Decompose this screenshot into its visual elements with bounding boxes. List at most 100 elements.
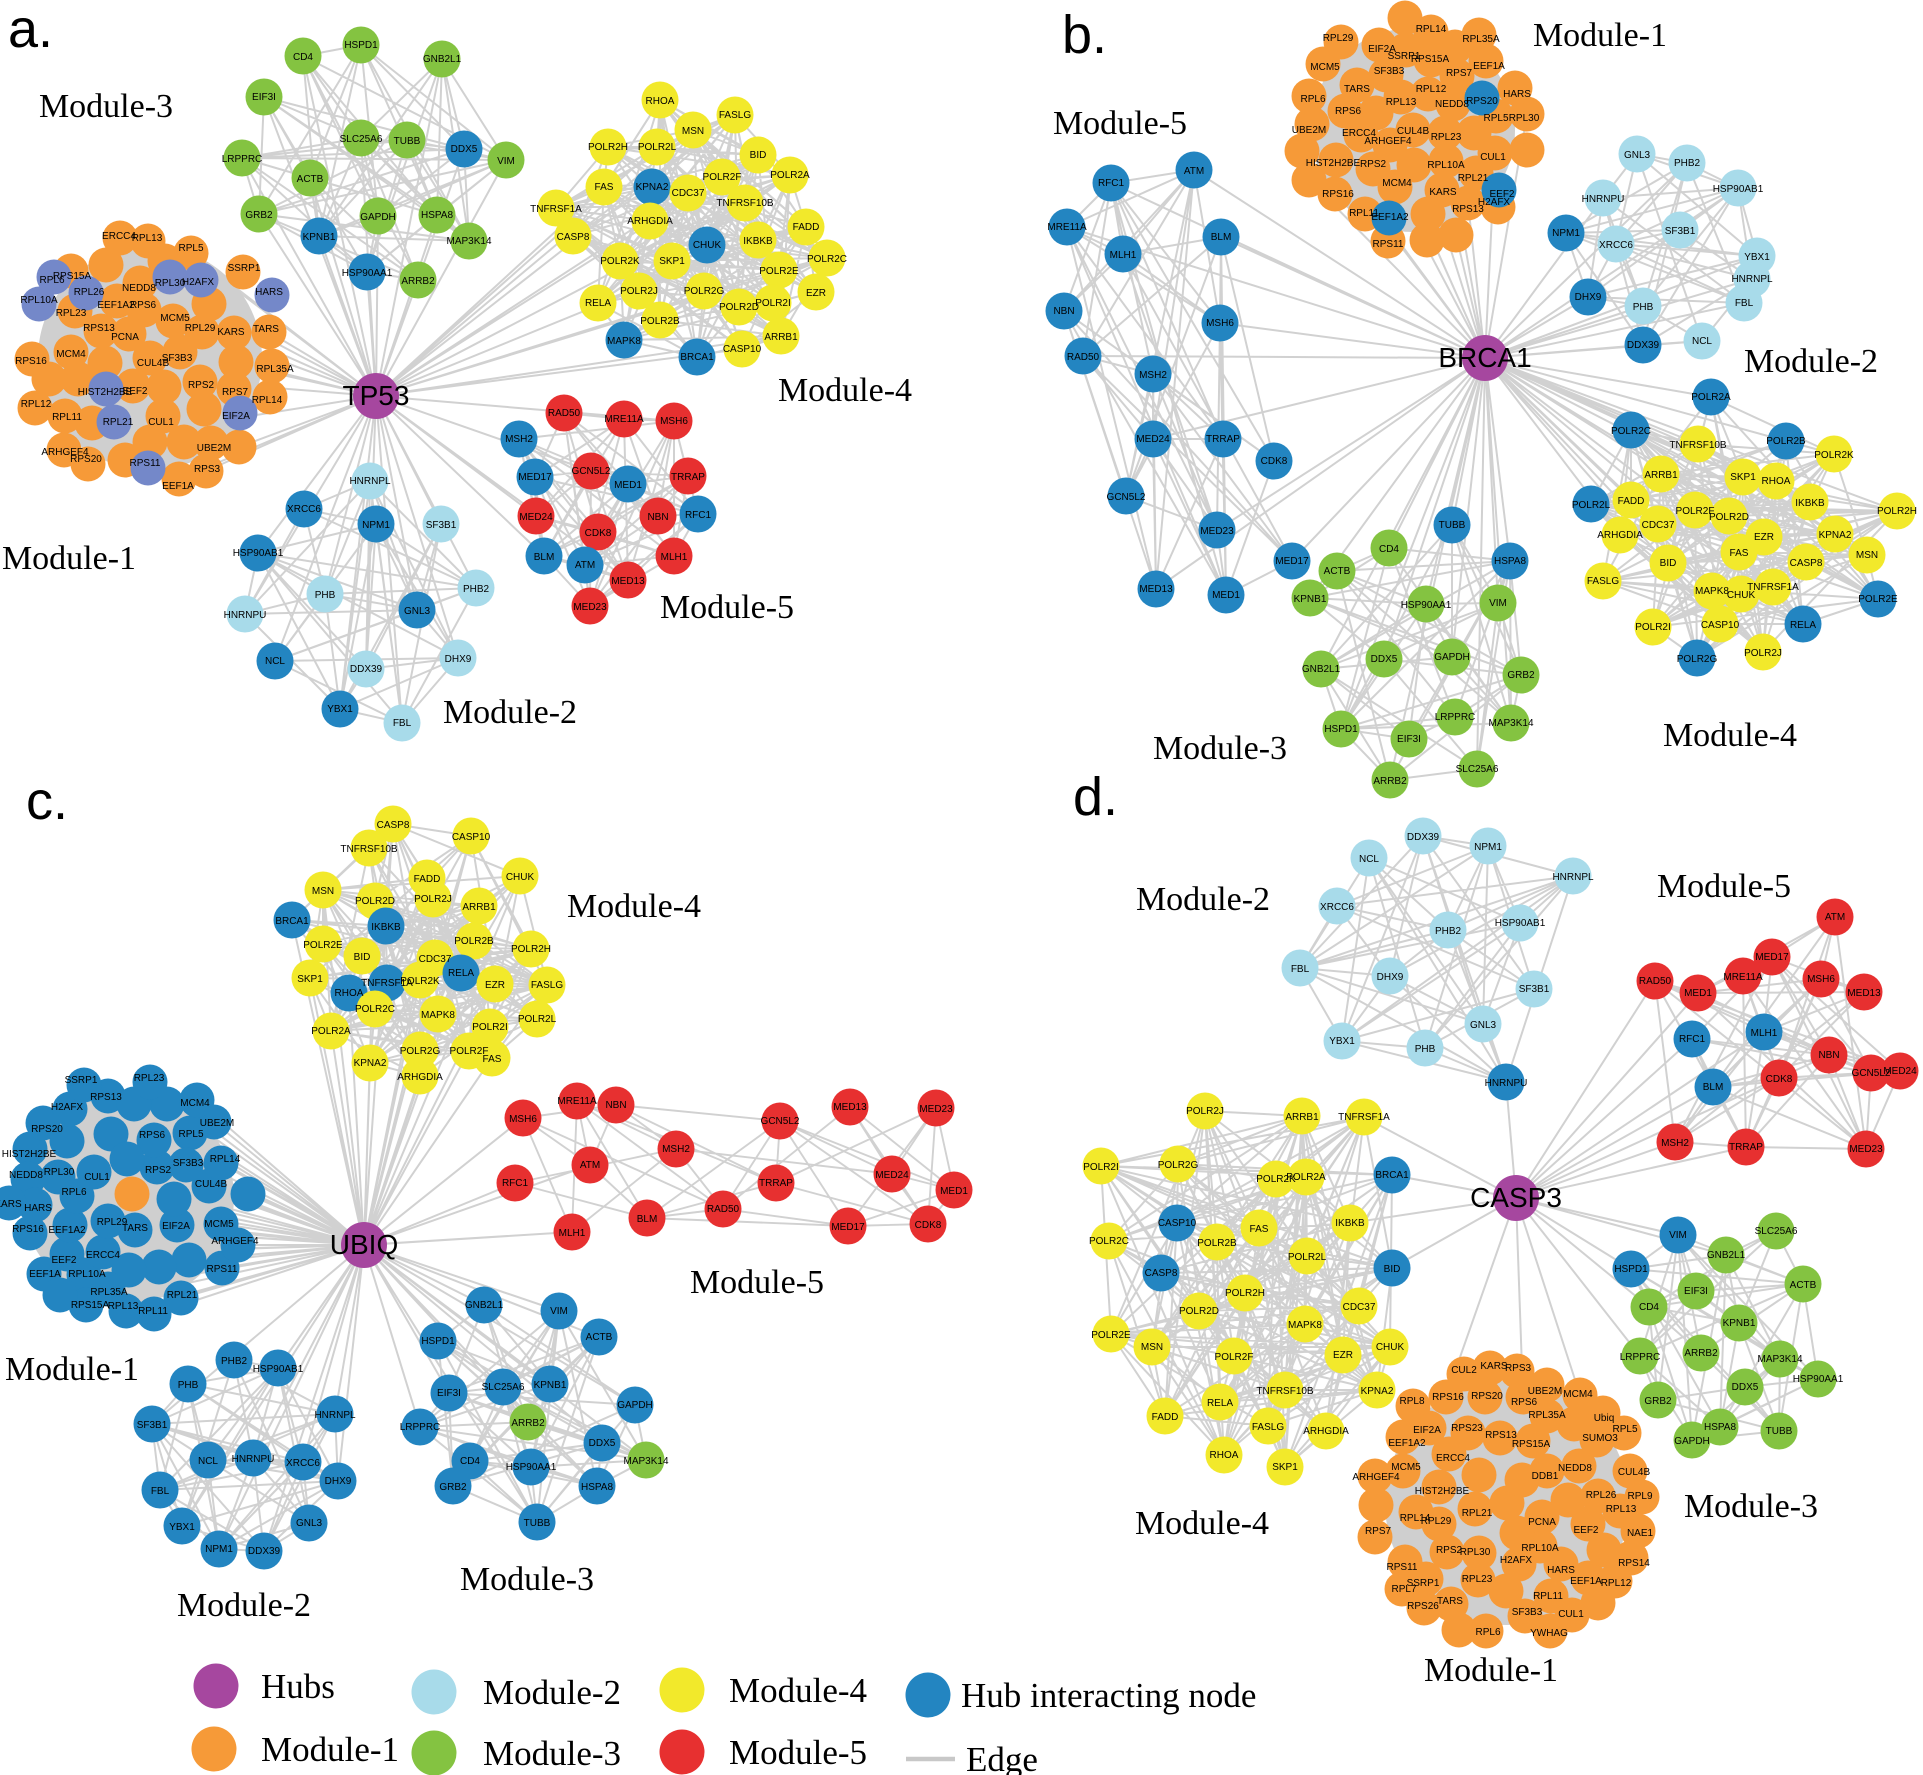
svg-text:MCM4: MCM4 [56, 349, 86, 360]
svg-text:RAD50: RAD50 [548, 408, 581, 419]
svg-text:RPL11: RPL11 [1533, 1591, 1563, 1602]
svg-text:POLR2B: POLR2B [1197, 1238, 1237, 1249]
svg-text:POLR2A: POLR2A [1286, 1172, 1326, 1183]
svg-text:TARS: TARS [253, 324, 279, 335]
svg-text:DDX39: DDX39 [1627, 340, 1660, 351]
svg-text:EEF2: EEF2 [1489, 189, 1514, 200]
svg-text:RPL11: RPL11 [138, 1306, 168, 1317]
svg-text:RPL11: RPL11 [52, 412, 82, 423]
svg-text:RFC1: RFC1 [1098, 178, 1125, 189]
svg-text:CDK8: CDK8 [585, 528, 612, 539]
svg-text:RPS2: RPS2 [1436, 1545, 1463, 1556]
svg-text:MSH2: MSH2 [505, 434, 533, 445]
svg-text:VIM: VIM [550, 1306, 568, 1317]
svg-text:RPL5: RPL5 [1612, 1424, 1637, 1435]
svg-text:YBX1: YBX1 [1329, 1036, 1355, 1047]
svg-text:POLR2E: POLR2E [1091, 1330, 1131, 1341]
svg-text:Module-4: Module-4 [778, 372, 912, 409]
svg-text:RHOA: RHOA [1762, 476, 1791, 487]
svg-text:UBIQ: UBIQ [330, 1229, 398, 1260]
svg-text:RPL26: RPL26 [1586, 1490, 1617, 1501]
svg-text:SF3B1: SF3B1 [1519, 984, 1550, 995]
svg-text:KARS: KARS [1429, 187, 1457, 198]
svg-text:HSPD1: HSPD1 [421, 1336, 455, 1347]
svg-text:TRRAP: TRRAP [1206, 434, 1240, 445]
svg-text:CUL1: CUL1 [84, 1172, 110, 1183]
svg-text:RPS11: RPS11 [1373, 239, 1404, 250]
svg-text:MAPK8: MAPK8 [1288, 1320, 1322, 1331]
svg-text:CASP3: CASP3 [1470, 1182, 1562, 1213]
svg-text:RPS15A: RPS15A [71, 1300, 110, 1311]
svg-text:ATM: ATM [1825, 912, 1845, 923]
svg-text:Edge: Edge [966, 1740, 1038, 1775]
svg-text:RPS20: RPS20 [1466, 96, 1498, 107]
svg-text:RPL35A: RPL35A [1462, 34, 1500, 45]
svg-text:RPL12: RPL12 [1601, 1578, 1632, 1589]
svg-text:POLR2E: POLR2E [1858, 594, 1898, 605]
svg-text:YBX1: YBX1 [327, 704, 353, 715]
svg-text:Module-4: Module-4 [567, 888, 701, 925]
svg-text:KARS: KARS [217, 327, 245, 338]
svg-text:RPS11: RPS11 [130, 458, 161, 469]
svg-text:Module-3: Module-3 [483, 1734, 621, 1773]
svg-text:POLR2C: POLR2C [807, 254, 847, 265]
svg-text:RPL11: RPL11 [1349, 208, 1379, 219]
svg-text:CDC37: CDC37 [1642, 520, 1675, 531]
svg-text:RPL29: RPL29 [1421, 1516, 1452, 1527]
svg-text:RPL6: RPL6 [61, 1187, 86, 1198]
svg-text:NBN: NBN [605, 1100, 626, 1111]
svg-text:CUL1: CUL1 [148, 417, 174, 428]
svg-text:ARHGEF4: ARHGEF4 [1364, 136, 1412, 147]
svg-text:BID: BID [750, 150, 767, 161]
svg-text:RPS2: RPS2 [1360, 159, 1387, 170]
svg-text:GRB2: GRB2 [1507, 670, 1535, 681]
svg-text:Module-3: Module-3 [1153, 730, 1287, 767]
svg-text:NEDD8: NEDD8 [9, 1170, 43, 1181]
svg-text:EIF3I: EIF3I [252, 92, 276, 103]
svg-text:GNL3: GNL3 [1624, 150, 1651, 161]
svg-text:Module-4: Module-4 [729, 1671, 867, 1710]
svg-text:HSPD1: HSPD1 [344, 40, 378, 51]
svg-text:EEF1A2: EEF1A2 [97, 300, 135, 311]
svg-text:FASLG: FASLG [1252, 1422, 1284, 1433]
svg-text:RPS13: RPS13 [83, 323, 115, 334]
svg-text:MLH1: MLH1 [661, 552, 688, 563]
svg-text:IKBKB: IKBKB [1335, 1218, 1365, 1229]
svg-text:HSPA8: HSPA8 [1494, 556, 1526, 567]
svg-text:RPL10A: RPL10A [68, 1269, 106, 1280]
svg-text:DDX39: DDX39 [248, 1546, 281, 1557]
svg-text:Hubs: Hubs [261, 1667, 335, 1706]
svg-text:MAP3K14: MAP3K14 [1488, 718, 1533, 729]
svg-text:HNRNPL: HNRNPL [1731, 274, 1773, 285]
svg-text:HSP90AB1: HSP90AB1 [253, 1364, 304, 1375]
svg-text:HIST2H2BE: HIST2H2BE [1415, 1486, 1470, 1497]
svg-text:CDC37: CDC37 [1343, 1302, 1376, 1313]
svg-text:UBE2M: UBE2M [1292, 125, 1326, 136]
svg-text:RFC1: RFC1 [502, 1178, 529, 1189]
svg-text:NPM1: NPM1 [205, 1544, 233, 1555]
svg-text:H2AFX: H2AFX [51, 1102, 84, 1113]
svg-text:BRCA1: BRCA1 [275, 916, 309, 927]
svg-text:MLH1: MLH1 [1751, 1028, 1778, 1039]
svg-text:DDX5: DDX5 [451, 144, 478, 155]
svg-text:GNB2L1: GNB2L1 [1707, 1250, 1746, 1261]
svg-text:XRCC6: XRCC6 [1599, 240, 1633, 251]
svg-text:RPL5: RPL5 [178, 1129, 203, 1140]
svg-text:RPL10A: RPL10A [20, 295, 58, 306]
svg-text:TNFRSF10B: TNFRSF10B [1669, 440, 1727, 451]
svg-text:ACTB: ACTB [1790, 1280, 1817, 1291]
svg-text:RHOA: RHOA [1210, 1450, 1239, 1461]
svg-text:RPS3: RPS3 [1505, 1363, 1532, 1374]
svg-text:CHUK: CHUK [1376, 1342, 1405, 1353]
svg-text:NBN: NBN [1818, 1050, 1839, 1061]
svg-text:TUBB: TUBB [1766, 1426, 1793, 1437]
svg-text:H2AFX: H2AFX [1500, 1555, 1533, 1566]
svg-text:b.: b. [1062, 5, 1107, 65]
svg-text:c.: c. [26, 771, 68, 831]
svg-text:MED1: MED1 [1684, 988, 1712, 999]
svg-text:KPNA2: KPNA2 [354, 1058, 387, 1069]
svg-text:FASLG: FASLG [531, 980, 563, 991]
svg-text:CUL1: CUL1 [1480, 152, 1506, 163]
svg-text:HSP90AA1: HSP90AA1 [506, 1462, 557, 1473]
svg-text:POLR2H: POLR2H [1225, 1288, 1265, 1299]
